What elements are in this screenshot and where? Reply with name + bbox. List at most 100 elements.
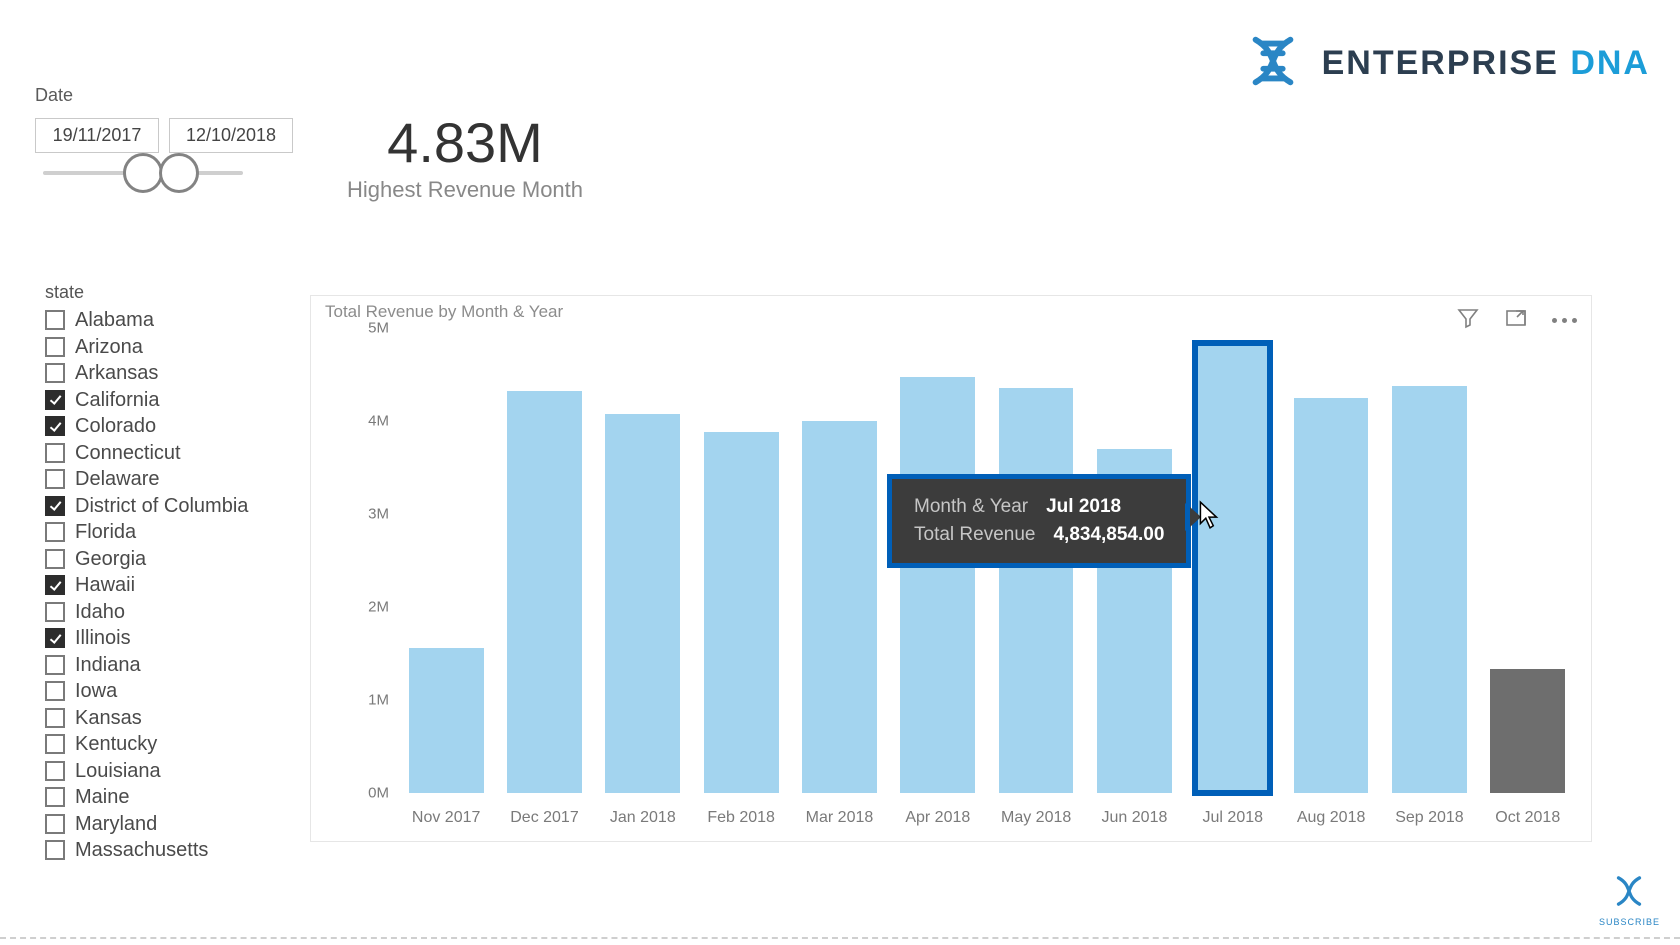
bar-slot[interactable] (1184, 328, 1282, 793)
checkbox[interactable] (45, 549, 65, 569)
checkbox[interactable] (45, 655, 65, 675)
bar-slot[interactable] (495, 328, 593, 793)
checkbox[interactable] (45, 522, 65, 542)
state-item[interactable]: Illinois (45, 625, 275, 652)
state-item[interactable]: Louisiana (45, 758, 275, 785)
checkbox[interactable] (45, 337, 65, 357)
state-item[interactable]: Arizona (45, 334, 275, 361)
checkbox[interactable] (45, 734, 65, 754)
y-tick: 4M (368, 413, 389, 430)
bar-slot[interactable] (692, 328, 790, 793)
checkbox[interactable] (45, 708, 65, 728)
bar[interactable] (409, 648, 484, 793)
checkbox[interactable] (45, 469, 65, 489)
state-item[interactable]: Georgia (45, 546, 275, 573)
checkbox[interactable] (45, 628, 65, 648)
state-item[interactable]: California (45, 387, 275, 414)
checkbox[interactable] (45, 814, 65, 834)
range-handle-start[interactable] (123, 153, 163, 193)
x-tick: Oct 2018 (1479, 809, 1577, 827)
state-label: Maryland (75, 811, 157, 838)
bar-slot[interactable] (1282, 328, 1380, 793)
x-tick: Mar 2018 (790, 809, 888, 827)
state-item[interactable]: Kansas (45, 705, 275, 732)
state-item[interactable]: Kentucky (45, 731, 275, 758)
bar[interactable] (802, 421, 877, 793)
bar[interactable] (1294, 398, 1369, 793)
date-end-input[interactable]: 12/10/2018 (169, 118, 293, 153)
checkbox[interactable] (45, 443, 65, 463)
bar[interactable] (507, 391, 582, 793)
x-axis: Nov 2017Dec 2017Jan 2018Feb 2018Mar 2018… (397, 809, 1577, 827)
state-label: Florida (75, 519, 136, 546)
state-item[interactable]: Florida (45, 519, 275, 546)
y-tick: 5M (368, 320, 389, 337)
state-item[interactable]: Idaho (45, 599, 275, 626)
state-label: Delaware (75, 466, 159, 493)
state-item[interactable]: District of Columbia (45, 493, 275, 520)
checkbox[interactable] (45, 575, 65, 595)
checkbox[interactable] (45, 363, 65, 383)
state-item[interactable]: Arkansas (45, 360, 275, 387)
state-item[interactable]: Hawaii (45, 572, 275, 599)
bar[interactable] (1195, 343, 1270, 793)
state-item[interactable]: Maryland (45, 811, 275, 838)
state-item[interactable]: Alabama (45, 307, 275, 334)
state-label: Arkansas (75, 360, 158, 387)
y-tick: 1M (368, 692, 389, 709)
checkbox[interactable] (45, 787, 65, 807)
bar-slot[interactable] (790, 328, 888, 793)
y-axis: 0M1M2M3M4M5M (351, 328, 397, 793)
bar-slot[interactable] (1479, 328, 1577, 793)
state-label: Idaho (75, 599, 125, 626)
checkbox[interactable] (45, 840, 65, 860)
divider (0, 937, 1680, 939)
bar[interactable] (999, 388, 1074, 793)
bar-slot[interactable] (594, 328, 692, 793)
checkbox[interactable] (45, 496, 65, 516)
x-tick: Jun 2018 (1085, 809, 1183, 827)
x-tick: May 2018 (987, 809, 1085, 827)
state-item[interactable]: Maine (45, 784, 275, 811)
x-tick: Jan 2018 (594, 809, 692, 827)
more-options-icon[interactable] (1552, 318, 1577, 323)
checkbox[interactable] (45, 310, 65, 330)
state-item[interactable]: Massachusetts (45, 837, 275, 864)
range-handle-end[interactable] (159, 153, 199, 193)
subscribe-badge[interactable]: SUBSCRIBE (1599, 870, 1660, 927)
state-item[interactable]: Connecticut (45, 440, 275, 467)
checkbox[interactable] (45, 602, 65, 622)
date-slicer[interactable]: Date 19/11/2017 12/10/2018 (35, 85, 270, 175)
kpi-caption: Highest Revenue Month (335, 177, 595, 203)
bar[interactable] (1392, 386, 1467, 793)
dna-icon (1242, 30, 1304, 97)
tooltip-key: Month & Year (914, 493, 1028, 521)
y-tick: 2M (368, 599, 389, 616)
brand-logo: ENTERPRISE DNA (1242, 30, 1650, 97)
checkbox[interactable] (45, 390, 65, 410)
bar-slot[interactable] (397, 328, 495, 793)
state-item[interactable]: Colorado (45, 413, 275, 440)
checkbox[interactable] (45, 761, 65, 781)
state-slicer[interactable]: state AlabamaArizonaArkansasCaliforniaCo… (45, 282, 275, 864)
bar[interactable] (605, 414, 680, 793)
x-tick: Apr 2018 (889, 809, 987, 827)
date-range-slider[interactable] (43, 171, 243, 175)
checkbox[interactable] (45, 416, 65, 436)
x-tick: Dec 2017 (495, 809, 593, 827)
state-item[interactable]: Delaware (45, 466, 275, 493)
checkbox[interactable] (45, 681, 65, 701)
state-label: Louisiana (75, 758, 161, 785)
bar[interactable] (1490, 669, 1565, 793)
date-start-input[interactable]: 19/11/2017 (35, 118, 159, 153)
state-item[interactable]: Iowa (45, 678, 275, 705)
bar[interactable] (704, 432, 779, 793)
revenue-chart[interactable]: Total Revenue by Month & Year 0M1M2M3M4M… (310, 295, 1592, 842)
state-label: Kentucky (75, 731, 157, 758)
state-label: Iowa (75, 678, 117, 705)
state-label: Kansas (75, 705, 142, 732)
x-tick: Nov 2017 (397, 809, 495, 827)
state-item[interactable]: Indiana (45, 652, 275, 679)
bar[interactable] (900, 377, 975, 793)
bar-slot[interactable] (1380, 328, 1478, 793)
